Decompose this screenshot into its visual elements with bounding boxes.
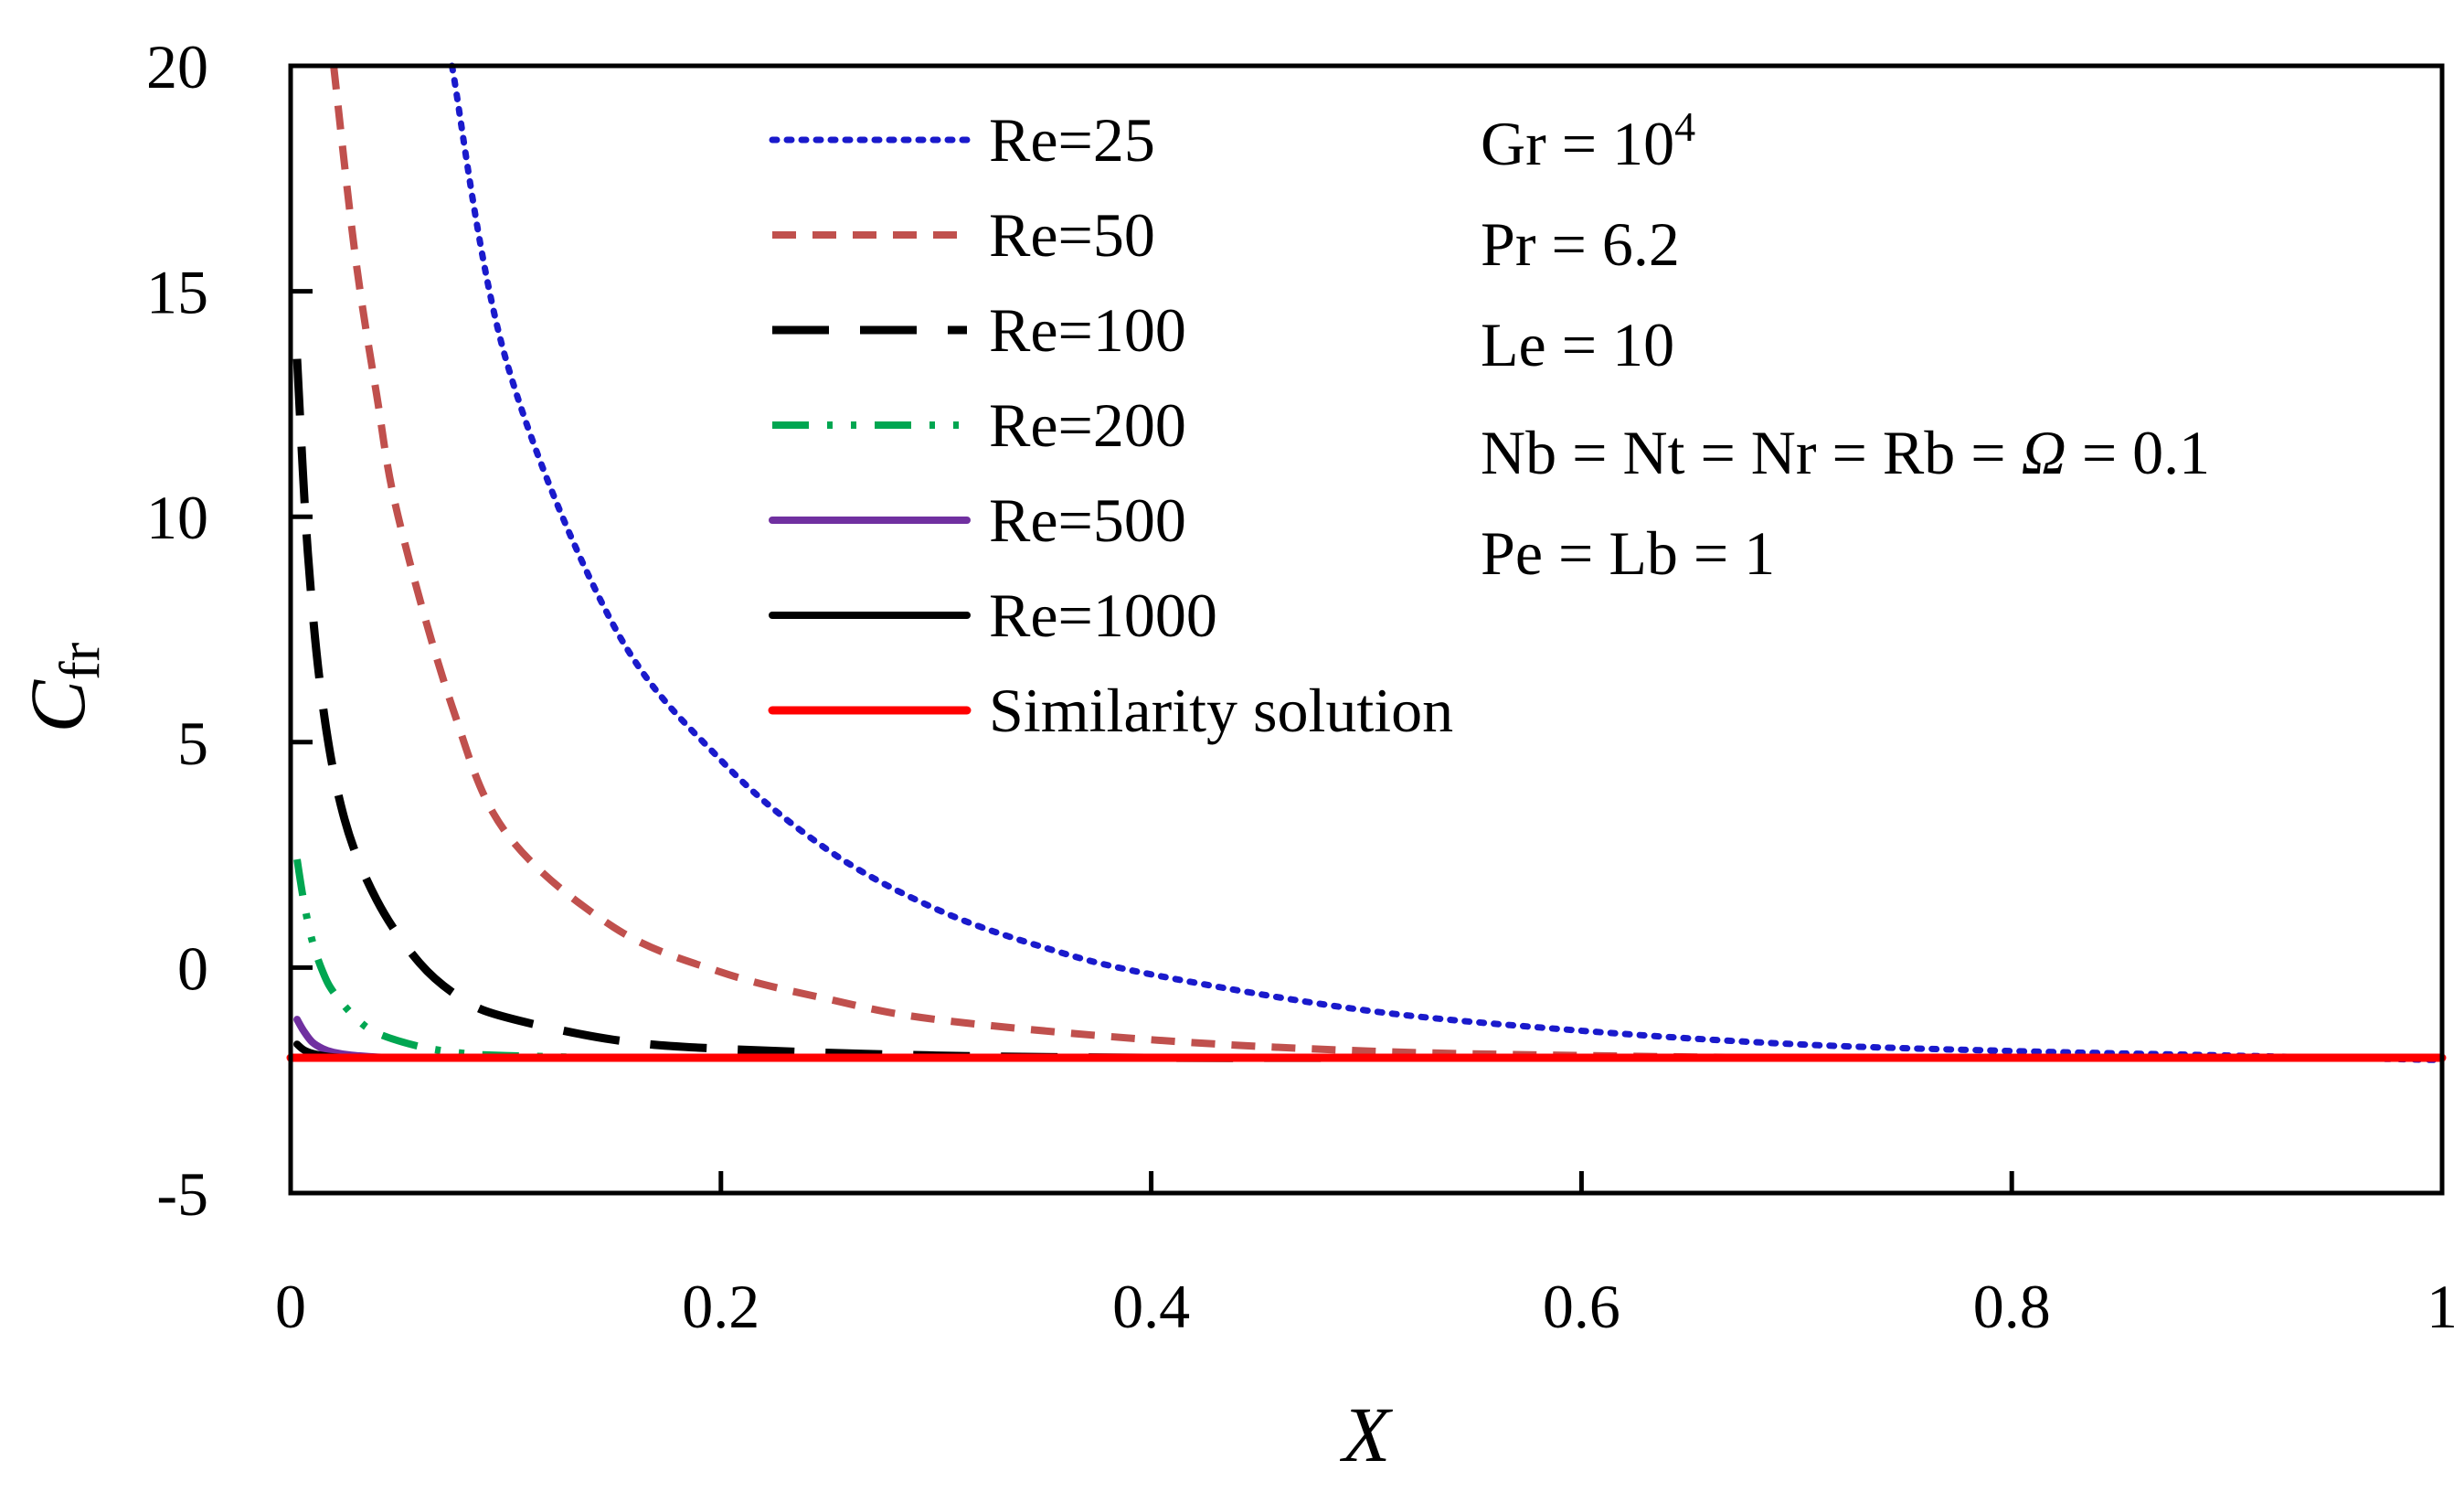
series-line-re-25 [449, 62, 2446, 1064]
param-pr: Pr = 6.2 [1481, 209, 1680, 279]
x-tick-label-0: 0 [275, 1272, 306, 1341]
x-tick-labels: 0 0.2 0.4 0.6 0.8 1 [275, 1272, 2458, 1341]
param-le: Le = 10 [1481, 310, 1674, 379]
series-line-re-50 [330, 65, 2442, 1062]
legend-label-similarity-solution: Similarity solution [989, 676, 1453, 745]
param-nb: Nb = Nt = Nr = Rb = Ω = 0.1 [1481, 418, 2210, 487]
param-pe: Pe = Lb = 1 [1481, 518, 1775, 588]
x-axis-title: X [1340, 1391, 1394, 1478]
x-tick-label-4: 0.8 [1973, 1272, 2051, 1341]
y-tick-labels: -5 0 5 10 15 20 [146, 32, 208, 1229]
legend-label-re-200: Re=200 [989, 390, 1186, 460]
y-axis-title-base: C [14, 678, 101, 732]
param-gr-prefix: Gr = 10 [1481, 109, 1674, 178]
legend-label-re-50: Re=50 [989, 200, 1155, 270]
param-nb-prefix: Nb = Nt = Nr = Rb = [1481, 418, 2022, 487]
param-gr-exponent: 4 [1674, 103, 1695, 150]
x-tick-label-2: 0.4 [1112, 1272, 1190, 1341]
legend-label-re-500: Re=500 [989, 485, 1186, 555]
y-tick-label-1: 0 [177, 933, 208, 1003]
legend-label-re-1000: Re=1000 [989, 581, 1217, 650]
series-group [286, 62, 2447, 1064]
param-omega: Ω [2022, 418, 2066, 487]
x-tick-label-5: 1 [2427, 1272, 2458, 1341]
x-tick-label-3: 0.6 [1543, 1272, 1620, 1341]
legend: Re=25 Re=50 Re=100 Re=200 Re=500 Re=1000 Simil… [768, 105, 1453, 745]
parameter-annotations: Gr = 104 Pr = 6.2 Le = 10 Nb = Nt = Nr =… [1481, 103, 2210, 588]
legend-label-re-25: Re=25 [989, 105, 1155, 175]
plot-frame [288, 63, 2445, 1196]
series-line-re-200 [293, 858, 2442, 1062]
y-axis-title-sub: fr [49, 642, 112, 680]
y-tick-label-2: 5 [177, 709, 208, 778]
x-tick-label-1: 0.2 [682, 1272, 759, 1341]
param-gr: Gr = 104 [1481, 103, 1695, 178]
param-nb-suffix: = 0.1 [2066, 418, 2210, 487]
y-tick-label-4: 15 [146, 258, 208, 327]
legend-label-re-100: Re=100 [989, 295, 1186, 365]
y-tick-label-3: 10 [146, 483, 208, 552]
y-axis-title: Cfr [14, 642, 112, 732]
y-tick-label-0: -5 [156, 1159, 208, 1229]
y-tick-label-5: 20 [146, 32, 208, 101]
